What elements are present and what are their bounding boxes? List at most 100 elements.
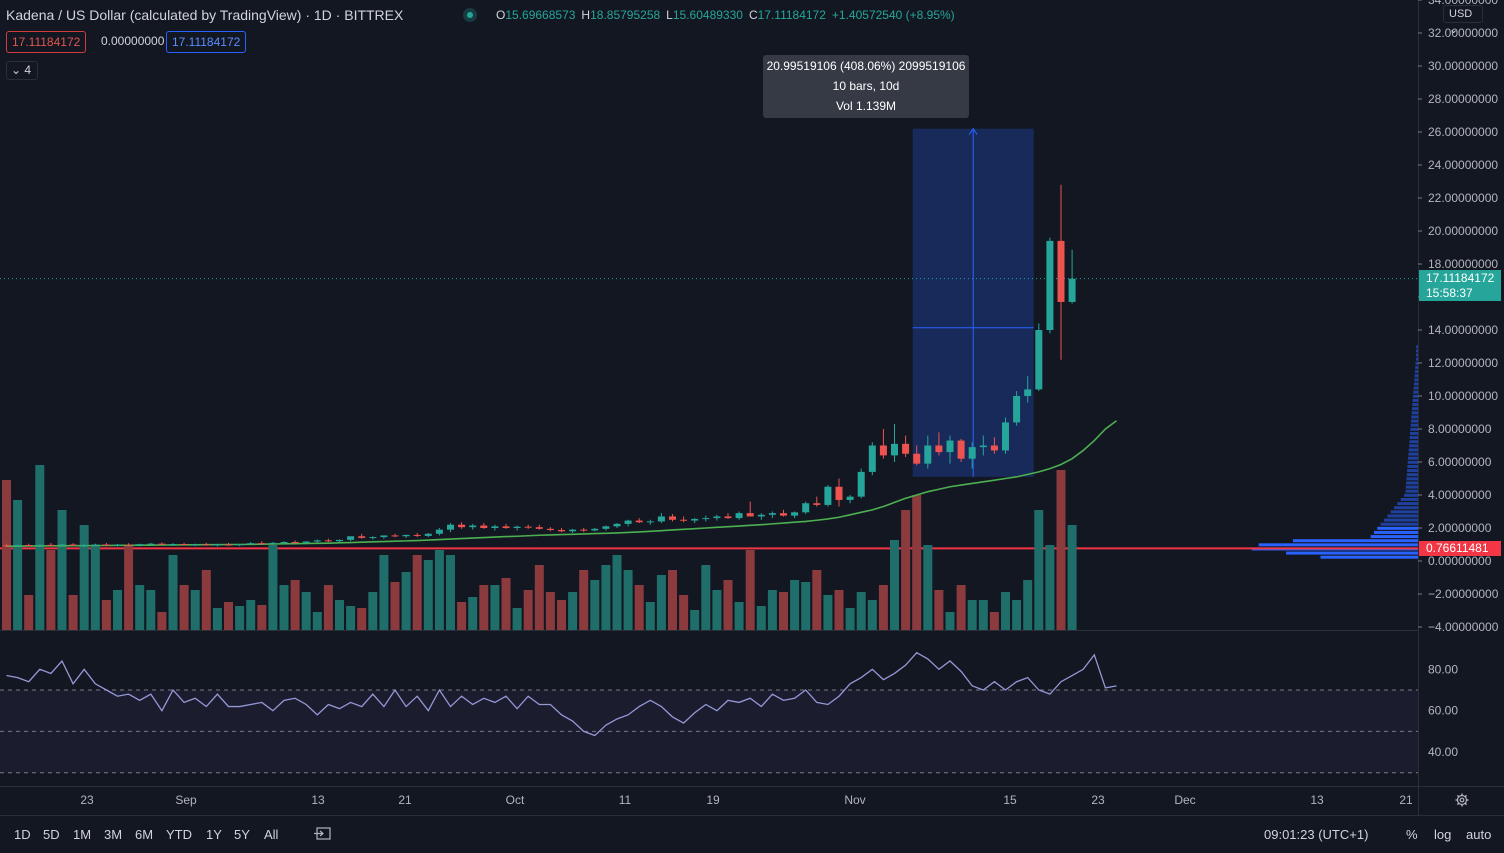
volume-bar [279,585,289,630]
range-ytd[interactable]: YTD [166,827,192,842]
symbol-title[interactable]: Kadena / US Dollar (calculated by Tradin… [6,7,404,23]
candle-body [957,440,965,459]
candle [324,538,332,543]
volume-bar [623,570,633,630]
date-range-icon[interactable] [314,826,331,841]
candle-body [502,526,510,528]
candle-body [302,541,310,543]
volume-profile-bar [1411,407,1418,411]
volume-profile-bar [1377,526,1418,530]
candle [14,544,22,547]
candle [369,536,377,540]
candle [768,511,776,519]
volume-bar [956,585,966,630]
candle [635,518,643,524]
price-tick-label: 34.00000000 [1428,0,1498,7]
candle [47,542,55,546]
ohlc-value: +1.40572540 (+8.95%) [831,8,955,22]
volume-profile-bar [1412,403,1418,407]
candle-body [569,529,577,532]
volume-bar [967,600,977,630]
volume-bar [235,606,245,630]
volume-profile-bar [1407,469,1418,473]
candle [3,543,10,547]
volume-profile-bar [1258,543,1418,547]
range-3m[interactable]: 3M [104,827,123,842]
candle-body [269,542,277,544]
candle-body [813,503,821,505]
volume-profile-bar [1415,361,1418,365]
volume-bar [434,550,444,630]
candle-body [513,526,521,528]
indicators-collapse-button[interactable]: ⌄ 4 [6,61,38,80]
candle-body [580,529,588,531]
log-toggle[interactable]: log [1434,827,1452,842]
candle [347,536,355,542]
price-box-red[interactable]: 17.11184172 [6,31,87,53]
candle-body [1046,240,1054,330]
time-label: 13 [311,793,325,807]
volume-bar [545,592,555,630]
volume-bar [856,592,866,630]
range-1y[interactable]: 1Y [206,827,222,842]
volume-bars [2,465,1077,630]
bar-countdown: 15:58:37 [1426,286,1473,300]
candle [191,543,199,547]
time-label: Oct [506,793,525,807]
volume-bar [923,545,933,630]
range-all[interactable]: All [264,827,279,842]
price-tick-label: 22.00000000 [1428,191,1498,205]
range-5y[interactable]: 5Y [234,827,250,842]
candle [535,524,543,530]
volume-profile-bar [1409,436,1418,440]
candle [802,501,810,514]
volume-bar [912,495,922,630]
volume-profile-bar [1406,477,1418,481]
volume-bar [257,605,267,630]
volume-bar [124,545,134,630]
candle-body [14,544,22,546]
range-1m[interactable]: 1M [73,827,92,842]
clock[interactable]: 09:01:23 (UTC+1) [1264,827,1369,842]
last-price-label: 17.11184172 15:58:37 [1419,270,1501,301]
volume-bar [601,565,611,630]
candle [1046,237,1054,334]
candle [91,543,99,547]
time-label: 21 [398,793,412,807]
candle-body [458,524,466,528]
volume-bar [301,592,311,630]
currency-selector[interactable]: USD ⌄ [1443,5,1483,36]
volume-profile-bar [1413,382,1418,386]
volume-profile-bar [1411,415,1418,419]
time-label: 13 [1310,793,1324,807]
price-tick-label: 0.00000000 [1428,554,1492,568]
volume-bar [401,572,411,630]
candle-body [935,445,943,453]
auto-toggle[interactable]: auto [1466,827,1492,842]
candle [935,432,943,456]
price-box-blue[interactable]: 17.11184172 [166,31,247,53]
volume-profile [1251,345,1418,559]
volume-bar [68,595,78,630]
candle-body [713,516,721,519]
candle [979,435,987,456]
gear-icon[interactable] [1455,793,1469,807]
candle [58,543,66,547]
price-tick-label: 30.00000000 [1428,59,1498,73]
volume-profile-bar [1410,427,1418,431]
price-tick-label: 26.00000000 [1428,125,1498,139]
price-tick-label: 32.00000000 [1428,26,1498,40]
candle-body [835,486,843,500]
range-1d[interactable]: 1D [14,827,31,842]
market-open-icon [463,8,477,22]
volume-bar [224,602,233,630]
candle [1024,376,1032,403]
main-chart[interactable]: 34.00000000 32.00000000 30.00000000 28.0000… [0,0,1504,815]
candle-body [25,544,33,546]
volume-bar [490,585,500,630]
candle [69,543,77,547]
range-5d[interactable]: 5D [43,827,60,842]
percent-toggle[interactable]: % [1406,827,1418,842]
range-6m[interactable]: 6M [135,827,154,842]
volume-bar [168,555,178,630]
